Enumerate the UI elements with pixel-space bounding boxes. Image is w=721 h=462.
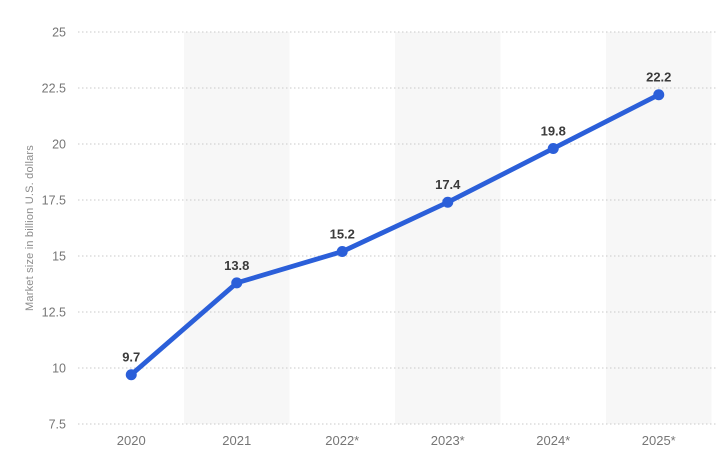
y-tick-label: 7.5	[49, 418, 66, 432]
alt-column-band	[395, 32, 501, 424]
x-tick-label: 2021	[222, 433, 251, 448]
data-value-label: 19.8	[541, 123, 566, 138]
data-value-label: 17.4	[435, 177, 461, 192]
y-tick-label: 10	[52, 362, 66, 376]
data-value-label: 15.2	[330, 227, 355, 242]
x-tick-label: 2022*	[325, 433, 359, 448]
data-point[interactable]	[653, 89, 665, 101]
y-tick-label: 20	[52, 138, 66, 152]
y-tick-label: 15	[52, 250, 66, 264]
data-value-label: 22.2	[646, 70, 671, 85]
data-value-label: 9.7	[122, 350, 140, 365]
y-tick-label: 25	[52, 26, 66, 40]
data-point[interactable]	[231, 277, 243, 289]
data-point[interactable]	[442, 196, 454, 208]
alt-column-band	[184, 32, 290, 424]
x-tick-label: 2024*	[536, 433, 570, 448]
y-tick-label: 22.5	[42, 82, 66, 96]
data-point[interactable]	[547, 142, 559, 154]
y-tick-label: 12.5	[42, 306, 66, 320]
x-tick-label: 2023*	[431, 433, 465, 448]
y-tick-label: 17.5	[42, 194, 66, 208]
x-tick-label: 2025*	[642, 433, 676, 448]
series-line	[128, 92, 662, 378]
data-value-label: 13.8	[224, 258, 249, 273]
data-point[interactable]	[125, 369, 137, 381]
data-point[interactable]	[336, 246, 348, 258]
x-tick-label: 2020	[117, 433, 146, 448]
